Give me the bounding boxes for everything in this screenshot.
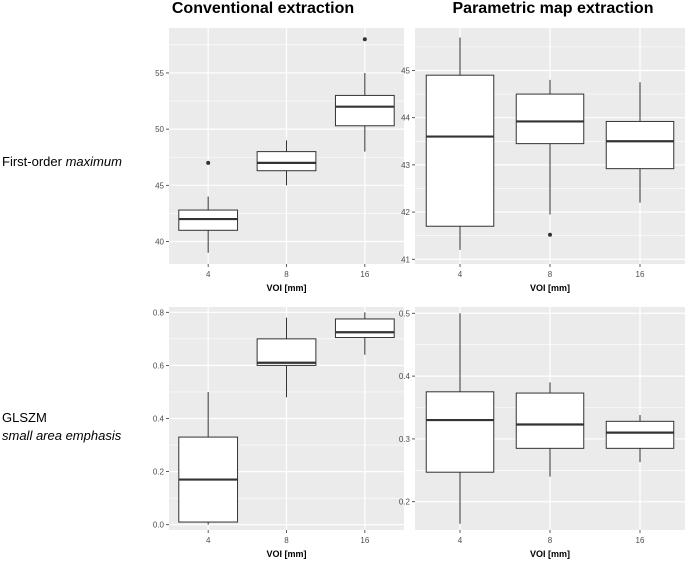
x-tick-label: 4 — [458, 536, 463, 545]
box-iqr — [605, 120, 675, 170]
chart-panel-4: 0.2 0.3 0.4 0.5 4 8 16 VOI [mm] — [399, 307, 685, 559]
box-iqr — [178, 209, 239, 231]
y-tick-label: 0.6 — [153, 361, 165, 370]
x-tick-label: 8 — [284, 536, 289, 545]
y-tick-label: 0.4 — [399, 372, 411, 381]
y-tick-label: 44 — [401, 114, 410, 123]
chart-panel-2: 41 42 43 44 45 4 8 16 VOI [mm] — [401, 28, 685, 293]
row-label-glszm-italic: small area emphasis — [2, 428, 122, 443]
row-label-first-order: First-order maximum — [2, 154, 122, 169]
box-iqr — [334, 94, 395, 127]
row-label-first-order-italic: maximum — [66, 154, 123, 169]
y-tick-label: 0.3 — [399, 435, 411, 444]
x-tick-label: 8 — [284, 270, 289, 279]
y-tick-label: 45 — [401, 66, 410, 75]
box-iqr — [425, 391, 495, 473]
row-label-first-order-plain: First-order — [2, 154, 66, 169]
y-tick-label: 0.4 — [153, 415, 165, 424]
y-tick-label: 0.2 — [399, 498, 411, 507]
x-tick-label: 4 — [206, 536, 211, 545]
x-tick-label: 16 — [636, 536, 645, 545]
y-tick-label: 55 — [155, 69, 164, 78]
outlier-point — [206, 160, 211, 165]
chart-panel-3: 0.0 0.2 0.4 0.6 0.8 4 8 16 VOI [mm] — [153, 307, 404, 559]
y-tick-label: 50 — [155, 125, 164, 134]
y-tick-label: 41 — [401, 255, 410, 264]
box-iqr — [425, 74, 495, 227]
x-tick-label: 16 — [360, 536, 369, 545]
x-axis-label: VOI [mm] — [266, 283, 306, 293]
y-tick-label: 0.0 — [153, 521, 165, 530]
x-axis-label: VOI [mm] — [530, 283, 570, 293]
x-tick-label: 8 — [548, 270, 553, 279]
x-axis-label: VOI [mm] — [266, 549, 306, 559]
box-iqr — [334, 318, 395, 339]
y-tick-label: 45 — [155, 181, 164, 190]
x-tick-label: 16 — [360, 270, 369, 279]
y-tick-label: 40 — [155, 238, 164, 247]
x-tick-label: 8 — [548, 536, 553, 545]
y-tick-label: 42 — [401, 208, 410, 217]
box-iqr — [256, 338, 317, 366]
x-tick-label: 4 — [458, 270, 463, 279]
chart-panel-1: 40 45 50 55 4 8 16 VOI [mm] — [155, 28, 404, 293]
box-iqr — [256, 151, 317, 172]
x-tick-label: 16 — [636, 270, 645, 279]
box-iqr — [515, 392, 585, 449]
outlier-point — [548, 232, 552, 237]
column-title-parametric: Parametric map extraction — [453, 0, 654, 17]
x-tick-label: 4 — [206, 270, 211, 279]
x-axis-label: VOI [mm] — [530, 549, 570, 559]
y-tick-label: 0.5 — [399, 309, 411, 318]
outlier-point — [362, 37, 367, 42]
box-iqr — [605, 420, 675, 449]
y-tick-label: 0.2 — [153, 468, 165, 477]
column-title-conventional: Conventional extraction — [172, 0, 354, 17]
y-tick-label: 43 — [401, 161, 410, 170]
box-iqr — [515, 93, 585, 145]
y-tick-label: 0.8 — [153, 308, 165, 317]
row-label-glszm: GLSZM — [2, 410, 47, 425]
